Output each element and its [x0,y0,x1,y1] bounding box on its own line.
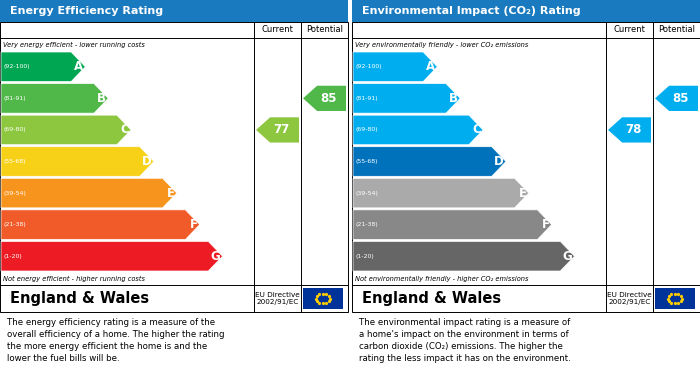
Polygon shape [1,147,154,176]
Text: Very energy efficient - lower running costs: Very energy efficient - lower running co… [3,41,145,48]
Text: Environmental Impact (CO₂) Rating: Environmental Impact (CO₂) Rating [363,6,581,16]
Polygon shape [303,86,346,111]
Text: (81-91): (81-91) [356,96,379,101]
Bar [0,22,348,312]
Text: Very environmentally friendly - lower CO₂ emissions: Very environmentally friendly - lower CO… [355,41,528,48]
Text: (1-20): (1-20) [356,254,374,259]
Text: The environmental impact rating is a measure of
a home's impact on the environme: The environmental impact rating is a mea… [359,318,570,364]
Polygon shape [655,86,698,111]
Text: (1-20): (1-20) [4,254,22,259]
Text: G: G [211,250,220,263]
Polygon shape [608,117,651,143]
Polygon shape [353,84,460,113]
Polygon shape [256,117,299,143]
Polygon shape [353,178,528,208]
Text: Current: Current [262,25,293,34]
Text: (92-100): (92-100) [356,64,383,69]
Text: (69-80): (69-80) [356,127,379,133]
Polygon shape [1,52,85,82]
Polygon shape [353,210,552,239]
Text: Not environmentally friendly - higher CO₂ emissions: Not environmentally friendly - higher CO… [355,275,528,282]
Bar [654,288,695,309]
Text: Potential: Potential [306,25,343,34]
Polygon shape [1,241,223,271]
Bar [303,288,343,309]
Text: 77: 77 [274,124,290,136]
Text: EU Directive
2002/91/EC: EU Directive 2002/91/EC [255,292,300,305]
Text: E: E [519,187,527,199]
Text: 78: 78 [626,124,642,136]
Text: (39-54): (39-54) [356,190,379,196]
Text: 85: 85 [673,92,689,105]
Text: (21-38): (21-38) [356,222,379,227]
Text: F: F [190,218,197,231]
Text: D: D [494,155,504,168]
Text: Energy Efficiency Rating: Energy Efficiency Rating [10,6,164,16]
Text: (81-91): (81-91) [4,96,27,101]
Polygon shape [1,178,177,208]
Text: (55-68): (55-68) [356,159,379,164]
Text: Potential: Potential [658,25,695,34]
Text: Current: Current [614,25,645,34]
Text: (69-80): (69-80) [4,127,27,133]
Text: England & Wales: England & Wales [363,291,502,306]
Text: B: B [97,92,106,105]
Polygon shape [1,210,199,239]
Text: C: C [473,124,481,136]
Text: (92-100): (92-100) [4,64,31,69]
Bar [352,0,700,22]
Text: (55-68): (55-68) [4,159,27,164]
Text: E: E [167,187,175,199]
Text: A: A [74,60,83,73]
Text: G: G [563,250,573,263]
Text: A: A [426,60,435,73]
Polygon shape [353,115,483,145]
Text: D: D [142,155,152,168]
Polygon shape [353,52,438,82]
Text: F: F [542,218,550,231]
Polygon shape [1,115,131,145]
Polygon shape [353,241,575,271]
Bar [352,22,700,312]
Text: EU Directive
2002/91/EC: EU Directive 2002/91/EC [606,292,651,305]
Text: (21-38): (21-38) [4,222,27,227]
Polygon shape [1,84,108,113]
Text: The energy efficiency rating is a measure of the
overall efficiency of a home. T: The energy efficiency rating is a measur… [7,318,225,364]
Bar [0,0,348,22]
Text: 85: 85 [321,92,337,105]
Text: (39-54): (39-54) [4,190,27,196]
Text: B: B [449,92,459,105]
Text: Not energy efficient - higher running costs: Not energy efficient - higher running co… [3,275,145,282]
Text: England & Wales: England & Wales [10,291,150,306]
Text: C: C [120,124,129,136]
Polygon shape [353,147,506,176]
